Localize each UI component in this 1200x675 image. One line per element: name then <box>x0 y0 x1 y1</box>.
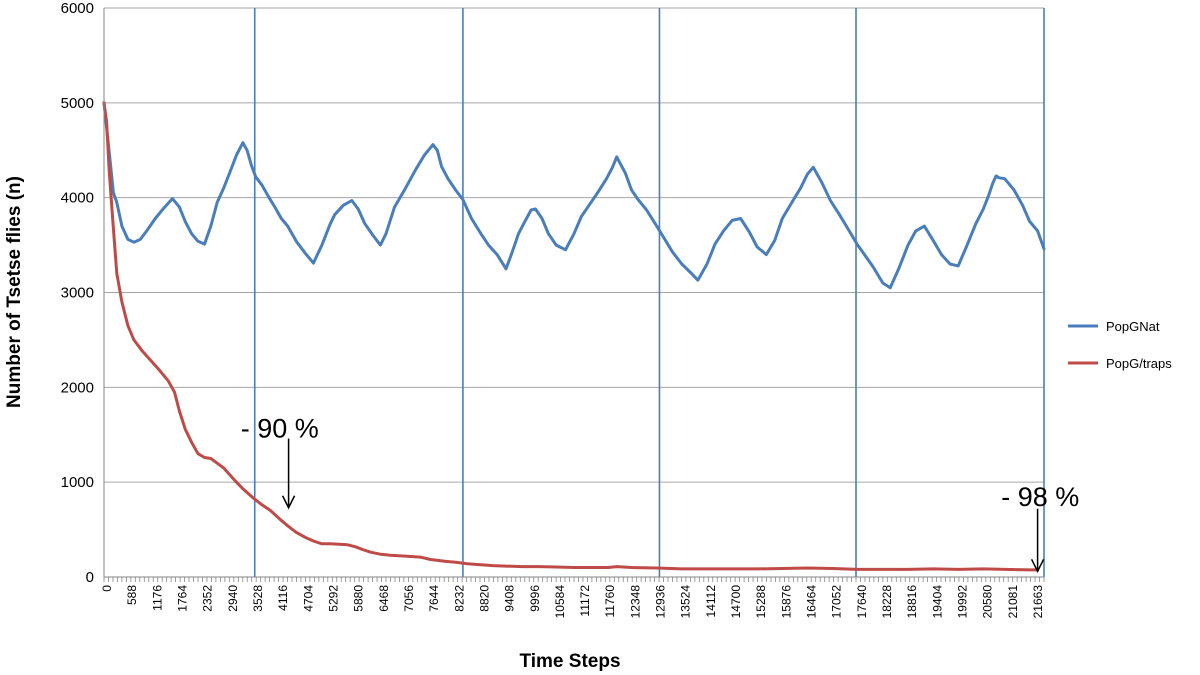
y-tick-labels: 0 1000 2000 3000 4000 5000 6000 <box>61 0 94 586</box>
x-tick-label: 7056 <box>402 585 416 612</box>
x-tick-label: 19992 <box>956 585 970 619</box>
x-tick-label: 2352 <box>201 585 215 612</box>
annotation-label: - 90 % <box>241 414 319 444</box>
y-tick-label: 3000 <box>61 285 94 302</box>
x-tick-label: 11172 <box>578 585 592 617</box>
x-tick-label: 8232 <box>452 585 466 612</box>
legend-label: PopGNat <box>1106 319 1160 334</box>
y-tick-label: 0 <box>86 569 94 586</box>
x-tick-label: 7644 <box>427 585 441 612</box>
x-tick-label: 1764 <box>176 585 190 612</box>
axes <box>103 8 1045 582</box>
annotation-arrow-head <box>1030 558 1045 573</box>
x-tick-label: 4704 <box>301 585 315 612</box>
series-line-0 <box>102 101 1046 290</box>
x-axis-title: Time Steps <box>519 651 620 672</box>
x-tick-label: 8820 <box>477 585 491 612</box>
y-tick-label: 5000 <box>61 95 94 112</box>
y-tick-label: 1000 <box>61 474 94 491</box>
y-axis-title: Number of Tsetse flies (n) <box>4 176 25 408</box>
legend: PopGNat PopG/traps <box>1068 319 1172 371</box>
x-tick-label: 9408 <box>503 585 517 612</box>
series-lines <box>102 101 1046 572</box>
annotations: - 90 % - 98 % <box>241 414 1079 573</box>
x-tick-label: 1176 <box>150 585 164 611</box>
x-tick-label: 5880 <box>352 585 366 612</box>
legend-label: PopG/traps <box>1106 356 1172 371</box>
x-tick-label: 12936 <box>654 585 668 619</box>
x-tick-label: 12348 <box>628 585 642 619</box>
x-tick-label: 6468 <box>377 585 391 612</box>
x-tick-label: 14700 <box>729 585 743 619</box>
x-tick-label: 14112 <box>704 585 718 618</box>
series-line-1 <box>102 101 1040 572</box>
annotation-arrow-head <box>281 495 296 510</box>
x-tick-label: 21081 <box>1006 585 1020 619</box>
x-tick-labels: 0 588 1176 1764 2352 2940 3528 4116 4704 5292 5880… <box>100 585 1045 619</box>
x-tick-label: 21663 <box>1031 585 1045 619</box>
x-tick-label: 5292 <box>327 585 341 612</box>
x-tick-label: 17640 <box>855 585 869 619</box>
x-tick-label: 9996 <box>528 585 542 612</box>
y-tick-label: 6000 <box>61 0 94 17</box>
annotation-label: - 98 % <box>1001 482 1079 512</box>
x-tick-label: 13524 <box>679 585 693 619</box>
vertical-marker-lines <box>253 8 1045 577</box>
y-tick-label: 2000 <box>61 379 94 396</box>
x-tick-label: 16464 <box>805 585 819 619</box>
x-tick-label: 18228 <box>880 585 894 619</box>
x-tick-label: 20580 <box>981 585 995 619</box>
x-tick-label: 3528 <box>251 585 265 612</box>
horizontal-gridlines <box>104 7 1044 483</box>
x-tick-label: 18816 <box>905 585 919 619</box>
x-tick-label: 10584 <box>553 585 567 619</box>
x-tick-label: 0 <box>100 585 114 592</box>
x-tick-label: 15876 <box>779 585 793 619</box>
x-tick-label: 2940 <box>226 585 240 612</box>
x-tick-label: 4116 <box>276 585 290 611</box>
x-tick-label: 15288 <box>754 585 768 619</box>
x-tick-label: 17052 <box>830 585 844 619</box>
x-tick-label: 588 <box>125 585 139 605</box>
x-tick-label: 19404 <box>930 585 944 619</box>
y-tick-label: 4000 <box>61 190 94 207</box>
x-tick-label: 11760 <box>603 585 617 618</box>
